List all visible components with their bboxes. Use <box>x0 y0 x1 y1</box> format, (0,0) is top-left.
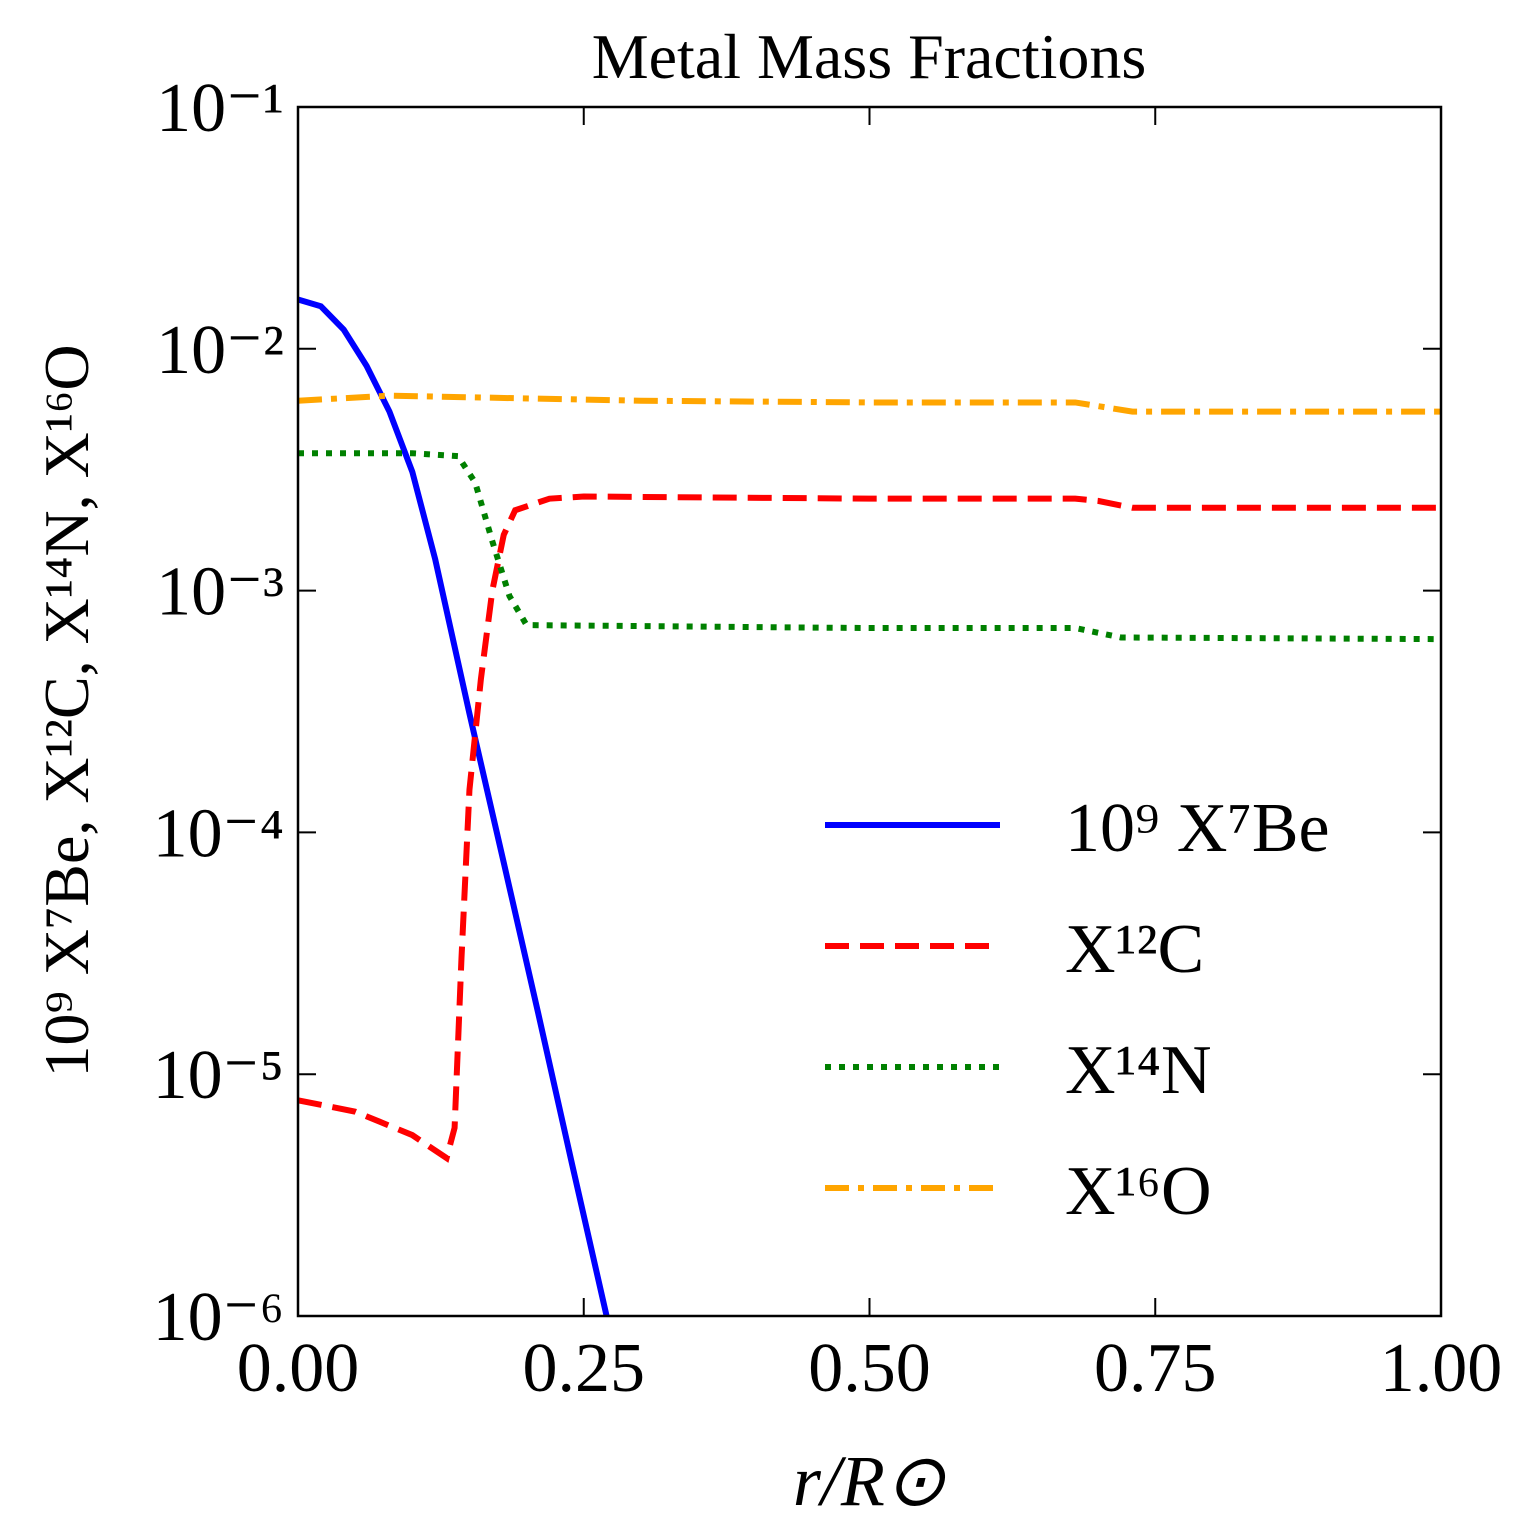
x-tick-label: 1.00 <box>1380 1330 1503 1407</box>
plot-lines <box>298 296 1441 1316</box>
legend-label: 10⁹ X⁷Be <box>1065 790 1330 867</box>
legend-label: X¹⁶O <box>1065 1153 1212 1230</box>
x-tick-label: 0.25 <box>523 1330 646 1407</box>
y-axis-label: 10⁹ X⁷Be, X¹²C, X¹⁴N, X¹⁶O <box>31 344 102 1077</box>
x-tick-label: 0.00 <box>237 1330 360 1407</box>
y-tick-label: 10⁻⁵ <box>153 1037 284 1114</box>
x-tick-label: 0.50 <box>808 1330 931 1407</box>
legend-label: X¹⁴N <box>1065 1032 1212 1109</box>
series-line <box>298 392 1441 415</box>
series-line <box>298 450 1441 643</box>
series-line <box>298 296 610 1316</box>
chart-title: Metal Mass Fractions <box>592 21 1147 92</box>
series-line <box>298 493 1441 1163</box>
y-tick-label: 10⁻⁶ <box>153 1279 284 1356</box>
y-tick-label: 10⁻¹ <box>156 70 284 147</box>
x-axis-label: r/R⊙ <box>793 1441 946 1521</box>
y-tick-label: 10⁻³ <box>156 554 284 631</box>
y-tick-label: 10⁻⁴ <box>153 795 284 872</box>
y-tick-label: 10⁻² <box>156 312 284 389</box>
x-tick-label: 0.75 <box>1094 1330 1217 1407</box>
legend-label: X¹²C <box>1065 911 1204 988</box>
